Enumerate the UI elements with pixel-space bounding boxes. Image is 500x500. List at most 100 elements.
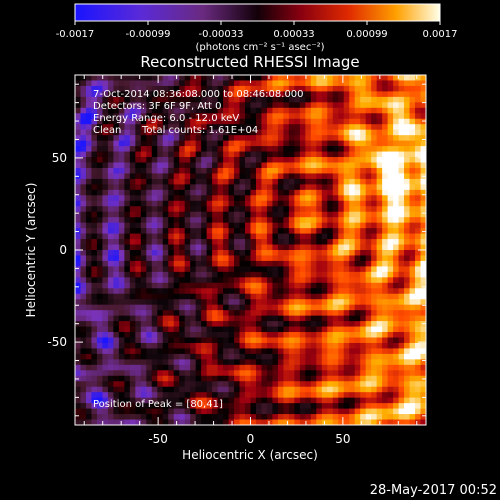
heatmap-pixel [338, 277, 345, 284]
heatmap-pixel [376, 228, 383, 234]
heatmap-pixel [217, 135, 224, 142]
heatmap-pixel [415, 364, 421, 371]
heatmap-pixel [316, 392, 323, 399]
heatmap-pixel [201, 222, 208, 229]
heatmap-pixel [228, 206, 235, 213]
heatmap-pixel [113, 370, 120, 377]
heatmap-pixel [206, 364, 213, 371]
heatmap-pixel [387, 162, 394, 169]
heatmap-pixel [376, 113, 383, 120]
heatmap-pixel [124, 244, 131, 251]
heatmap-pixel [85, 282, 92, 289]
heatmap-pixel [102, 140, 109, 147]
heatmap-pixel [113, 381, 120, 388]
heatmap-pixel [146, 337, 153, 344]
heatmap-pixel [85, 228, 92, 234]
heatmap-pixel [288, 408, 295, 415]
heatmap-pixel [80, 118, 87, 125]
heatmap-pixel [415, 266, 421, 273]
heatmap-pixel [409, 397, 416, 404]
heatmap-pixel [212, 277, 218, 284]
heatmap-pixel [321, 337, 328, 344]
heatmap-pixel [398, 310, 405, 317]
heatmap-pixel [321, 211, 328, 218]
heatmap-pixel [184, 124, 191, 131]
heatmap-pixel [404, 167, 410, 174]
heatmap-pixel [96, 337, 103, 344]
heatmap-pixel [327, 348, 334, 355]
heatmap-pixel [217, 353, 224, 360]
heatmap-pixel [157, 233, 164, 240]
heatmap-pixel [201, 364, 208, 371]
heatmap-pixel [96, 151, 103, 158]
heatmap-pixel [354, 244, 361, 251]
heatmap-pixel [393, 381, 399, 388]
heatmap-pixel [272, 113, 279, 120]
heatmap-pixel [299, 151, 306, 158]
heatmap-pixel [327, 260, 334, 267]
heatmap-pixel [332, 304, 339, 311]
heatmap-pixel [360, 381, 367, 388]
heatmap-pixel [118, 315, 125, 322]
heatmap-pixel [140, 162, 147, 169]
heatmap-pixel [96, 75, 103, 81]
heatmap-pixel [129, 85, 136, 92]
heatmap-pixel [228, 244, 235, 251]
heatmap-pixel [277, 80, 284, 87]
heatmap-pixel [96, 364, 103, 371]
heatmap-pixel [255, 310, 262, 317]
heatmap-pixel [371, 299, 378, 306]
heatmap-pixel [338, 321, 345, 327]
heatmap-pixel [316, 167, 323, 174]
heatmap-pixel [239, 222, 246, 229]
heatmap-pixel [146, 173, 153, 180]
heatmap-pixel [294, 129, 301, 136]
heatmap-pixel [234, 228, 240, 234]
heatmap-pixel [288, 364, 295, 371]
heatmap-pixel [261, 408, 268, 415]
heatmap-pixel [272, 337, 279, 344]
heatmap-pixel [327, 271, 334, 278]
heatmap-pixel [234, 178, 240, 185]
heatmap-pixel [387, 151, 394, 158]
heatmap-pixel [157, 102, 164, 109]
heatmap-pixel [80, 359, 87, 366]
heatmap-pixel [195, 102, 202, 109]
heatmap-pixel [415, 310, 421, 317]
heatmap-pixel [113, 419, 120, 425]
heatmap-pixel [157, 370, 164, 377]
heatmap-pixel [140, 102, 147, 109]
heatmap-pixel [255, 233, 262, 240]
heatmap-pixel [277, 310, 284, 317]
heatmap-pixel [343, 403, 350, 409]
heatmap-pixel [382, 118, 389, 125]
heatmap-pixel [365, 135, 372, 142]
heatmap-pixel [261, 96, 268, 103]
heatmap-pixel [162, 233, 169, 240]
heatmap-pixel [288, 206, 295, 213]
heatmap-pixel [305, 184, 312, 191]
heatmap-pixel [277, 414, 284, 420]
heatmap-pixel [310, 397, 317, 404]
heatmap-pixel [343, 359, 350, 366]
heatmap-pixel [184, 397, 191, 404]
heatmap-pixel [129, 370, 136, 377]
heatmap-pixel [201, 282, 208, 289]
heatmap-pixel [404, 353, 410, 360]
heatmap-pixel [343, 244, 350, 251]
heatmap-pixel [288, 75, 295, 81]
heatmap-pixel [255, 342, 262, 349]
heatmap-pixel [272, 408, 279, 415]
heatmap-pixel [140, 260, 147, 267]
heatmap-pixel [365, 419, 372, 425]
heatmap-pixel [201, 96, 208, 103]
heatmap-pixel [102, 222, 109, 229]
heatmap-pixel [393, 211, 399, 218]
heatmap-pixel [223, 140, 229, 147]
heatmap-pixel [261, 102, 268, 109]
heatmap-pixel [228, 348, 235, 355]
heatmap-pixel [360, 414, 367, 420]
heatmap-pixel [179, 408, 186, 415]
heatmap-pixel [415, 96, 421, 103]
heatmap-pixel [327, 392, 334, 399]
